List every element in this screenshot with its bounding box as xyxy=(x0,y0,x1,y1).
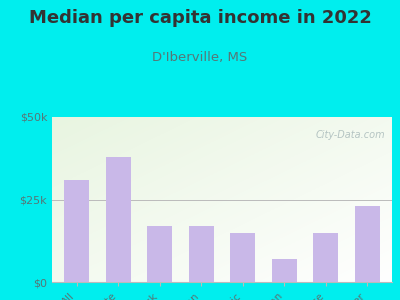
Text: Median per capita income in 2022: Median per capita income in 2022 xyxy=(28,9,372,27)
Bar xyxy=(313,232,338,282)
Bar xyxy=(147,226,172,282)
Text: City-Data.com: City-Data.com xyxy=(316,130,385,140)
Bar xyxy=(272,259,297,282)
Text: D'Iberville, MS: D'Iberville, MS xyxy=(152,51,248,64)
Bar xyxy=(189,226,214,282)
Bar xyxy=(106,157,131,282)
Bar xyxy=(64,180,89,282)
Bar xyxy=(355,206,380,282)
Bar xyxy=(230,232,255,282)
